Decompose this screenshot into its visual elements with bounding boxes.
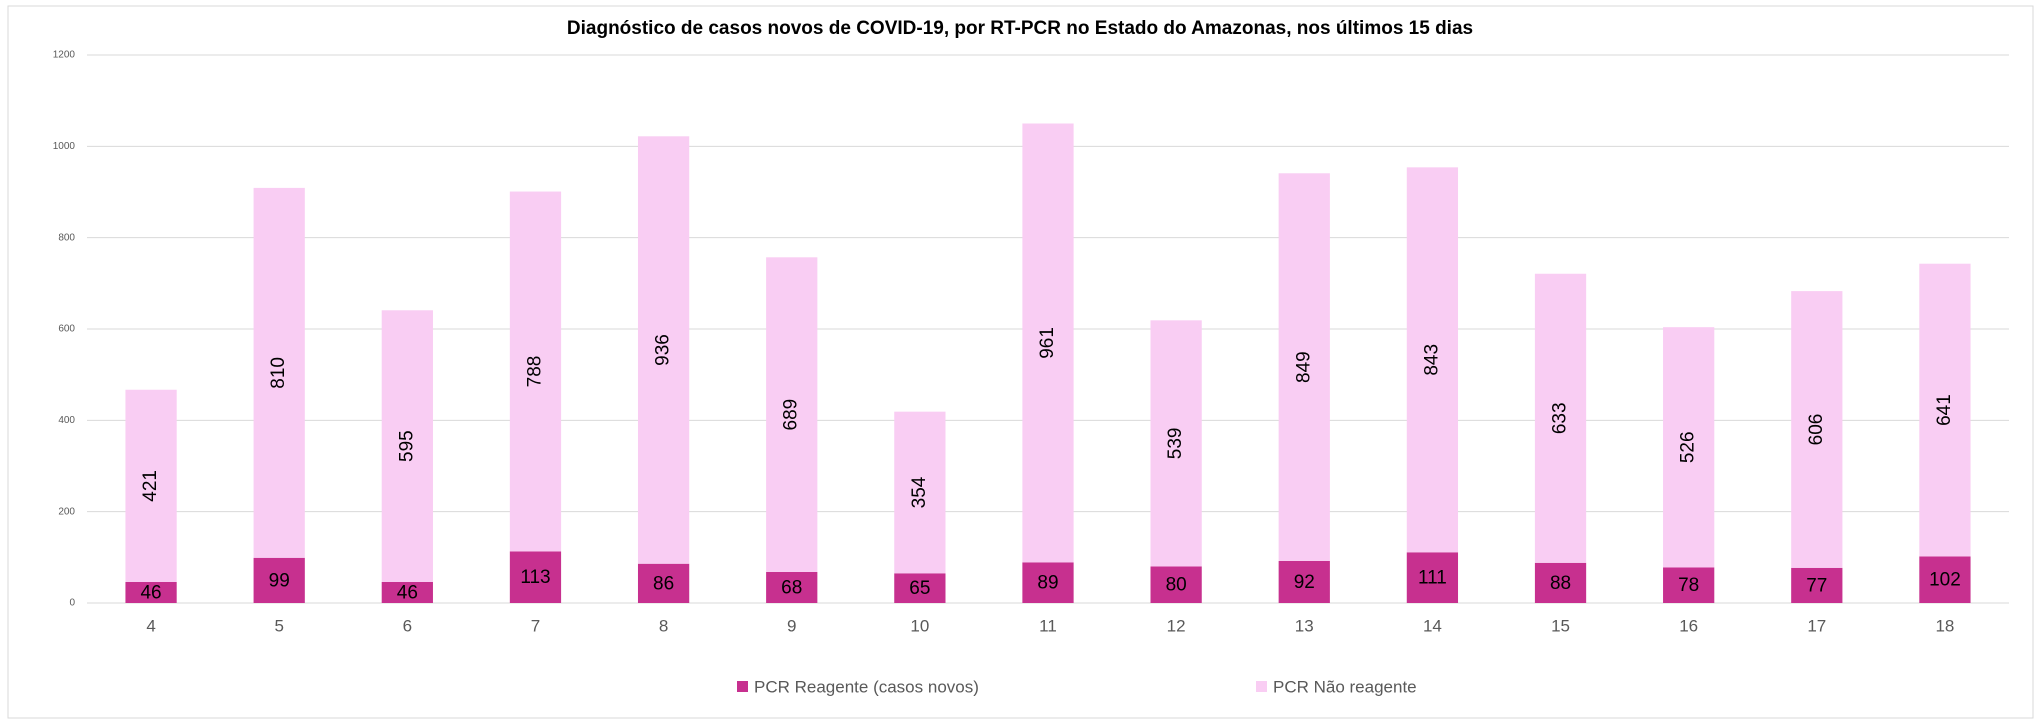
bar-segment: [637, 136, 690, 564]
x-tick-label: 11: [1039, 616, 1057, 635]
data-label: 606: [1806, 414, 1827, 446]
bar-segment: [1534, 562, 1587, 603]
data-label: 595: [396, 430, 417, 462]
data-label: 78: [1678, 575, 1699, 596]
bar-segment: [1663, 327, 1715, 568]
x-tick-label: 10: [910, 616, 929, 635]
bar-segment: [381, 310, 433, 582]
x-tick-label: 14: [1423, 616, 1442, 635]
bar-segment: [381, 581, 433, 603]
bar-segment: [766, 571, 818, 603]
x-tick-label: 7: [531, 616, 540, 635]
bar-segment: [509, 551, 562, 603]
data-label: 689: [781, 399, 802, 431]
y-tick-label: 800: [58, 232, 75, 243]
data-label: 46: [140, 583, 161, 604]
data-label: 65: [909, 578, 930, 599]
x-tick-label: 5: [274, 616, 283, 635]
y-tick-label: 600: [58, 324, 75, 335]
x-tick-label: 8: [659, 616, 668, 635]
data-label: 849: [1293, 351, 1314, 383]
y-tick-label: 0: [69, 598, 75, 609]
bar-segment: [637, 563, 690, 603]
y-tick-label: 200: [58, 506, 75, 517]
chart-title: Diagnóstico de casos novos de COVID-19, …: [567, 18, 1473, 39]
data-label: 641: [1934, 394, 1955, 426]
bar-segment: [1791, 567, 1843, 603]
data-label: 810: [268, 357, 289, 389]
x-tick-label: 18: [1935, 616, 1954, 635]
bar-segment: [1919, 556, 1971, 603]
bar-segment: [1278, 173, 1330, 561]
chart-frame: [7, 5, 2034, 719]
bar-segment: [766, 257, 818, 572]
data-label: 633: [1550, 402, 1571, 434]
data-label: 354: [909, 476, 930, 508]
data-label: 111: [1418, 568, 1447, 589]
data-label: 102: [1929, 570, 1961, 591]
data-label: 99: [269, 570, 290, 591]
data-label: 421: [140, 470, 161, 502]
bar-segment: [1919, 263, 1971, 557]
bar-segment: [894, 411, 946, 574]
bar-segment: [253, 187, 305, 558]
data-label: 86: [653, 573, 674, 594]
legend-swatch: [1256, 681, 1267, 692]
x-tick-label: 6: [403, 616, 412, 635]
data-label: 89: [1037, 573, 1058, 594]
bar-segment: [1406, 552, 1459, 603]
bar-segment: [1022, 123, 1074, 563]
bar-segment: [894, 573, 946, 603]
data-label: 92: [1294, 572, 1315, 593]
data-label: 843: [1421, 344, 1442, 376]
data-label: 46: [397, 583, 418, 604]
data-label: 77: [1806, 575, 1827, 596]
data-label: 936: [653, 334, 674, 366]
bar-segment: [509, 191, 562, 552]
data-label: 68: [781, 577, 802, 598]
x-tick-label: 16: [1679, 616, 1698, 635]
y-tick-label: 1000: [53, 141, 76, 152]
legend-label: PCR Reagente (casos novos): [754, 677, 979, 696]
x-tick-label: 12: [1167, 616, 1186, 635]
data-label: 113: [520, 567, 550, 588]
data-label: 788: [524, 356, 545, 388]
bar-segment: [1791, 291, 1843, 568]
x-tick-label: 9: [787, 616, 796, 635]
bar-segment: [1150, 320, 1202, 567]
bar-segment: [1534, 273, 1587, 563]
y-tick-label: 400: [58, 415, 75, 426]
x-tick-label: 4: [146, 616, 155, 635]
bar-segment: [125, 581, 177, 603]
data-label: 88: [1550, 573, 1571, 594]
bar-segment: [253, 557, 305, 603]
x-tick-label: 17: [1807, 616, 1826, 635]
data-label: 80: [1166, 575, 1187, 596]
legend-swatch: [737, 681, 748, 692]
bar-segment: [1150, 566, 1202, 603]
bar-segment: [1406, 167, 1459, 553]
bar-segment: [125, 389, 177, 582]
data-label: 961: [1037, 327, 1058, 359]
legend-label: PCR Não reagente: [1273, 677, 1417, 696]
bar-segment: [1278, 560, 1330, 603]
bar-segment: [1663, 567, 1715, 603]
data-label: 539: [1165, 428, 1186, 460]
bar-segment: [1022, 562, 1074, 603]
y-tick-label: 1200: [53, 50, 76, 61]
x-tick-label: 13: [1295, 616, 1314, 635]
x-tick-label: 15: [1551, 616, 1570, 635]
data-label: 526: [1678, 431, 1699, 463]
